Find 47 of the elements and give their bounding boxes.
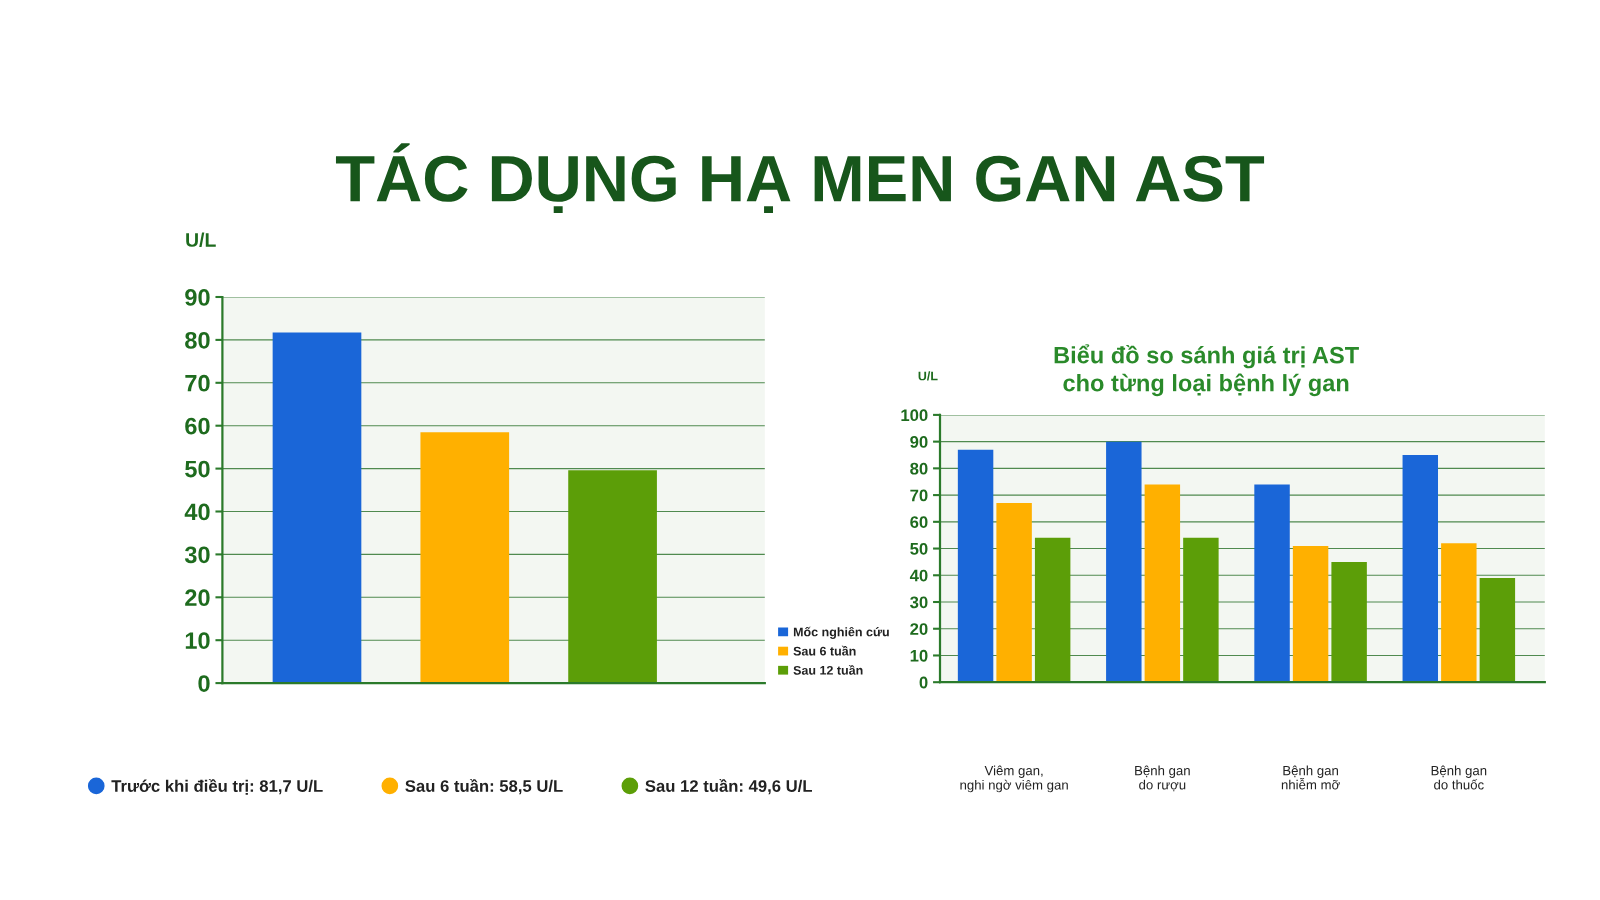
chart-title: Biểu đồ so sánh giá trị AST cho từng loại bệnh lý gan <box>1054 344 1359 397</box>
y-tick-label: 50 <box>185 460 210 478</box>
bar <box>1034 537 1071 683</box>
bar <box>957 449 994 683</box>
bar <box>1292 545 1329 683</box>
legend-label: Trước khi điều trị: 81,7 U/L <box>111 778 323 795</box>
y-tick-label: 60 <box>910 516 928 529</box>
bar <box>1441 543 1477 683</box>
y-tick-label: 90 <box>910 436 928 448</box>
y-tick-label: 10 <box>910 649 928 662</box>
y-tick-label: 40 <box>909 569 928 582</box>
y-tick-label: 90 <box>185 289 210 306</box>
y-tick-label: 30 <box>910 596 928 609</box>
x-tick-label: Bệnh gan nhiễm mỡ <box>1281 765 1340 790</box>
y-tick-label: 70 <box>910 489 928 502</box>
legend-label: Sau 12 tuần <box>793 665 863 675</box>
x-tick-label: Bệnh gan do rượu <box>1135 765 1190 792</box>
bar <box>1479 577 1516 683</box>
y-tick-label: 10 <box>185 632 210 649</box>
bar <box>1254 484 1290 683</box>
y-tick-label: 40 <box>184 503 210 521</box>
y-tick-label: 0 <box>198 675 210 692</box>
y-tick-label: 0 <box>919 676 928 689</box>
y-axis-title: U/L <box>918 371 938 381</box>
chart-title: TÁC DỤNG HẠ MEN GAN AST <box>335 143 1265 213</box>
y-tick-label: 80 <box>185 331 210 349</box>
y-tick-label: 80 <box>910 462 928 475</box>
bar <box>996 503 1032 683</box>
bar <box>1402 455 1439 683</box>
y-tick-label: 50 <box>910 542 928 555</box>
y-tick-label: 70 <box>185 374 210 392</box>
y-tick-label: 60 <box>185 417 210 435</box>
y-tick-label: 30 <box>184 546 210 564</box>
y-tick-label: 100 <box>901 409 928 422</box>
bar <box>1183 537 1219 683</box>
y-tick-label: 20 <box>185 589 210 607</box>
bar <box>1106 441 1142 683</box>
x-tick-label: Bệnh gan do thuốc <box>1431 765 1487 790</box>
bar <box>1331 561 1367 683</box>
y-axis-title: U/L <box>186 232 216 248</box>
bar <box>1144 484 1181 683</box>
legend-label: Sau 12 tuần: 49,6 U/L <box>645 778 812 795</box>
legend-label: Sau 6 tuần: 58,5 U/L <box>405 778 563 795</box>
legend-label: Sau 6 tuần <box>793 645 856 656</box>
legend-label: Mốc nghiên cứu <box>793 626 889 639</box>
y-tick-label: 20 <box>910 623 928 635</box>
x-tick-label: Viêm gan, nghi ngờ viêm gan <box>960 765 1068 793</box>
